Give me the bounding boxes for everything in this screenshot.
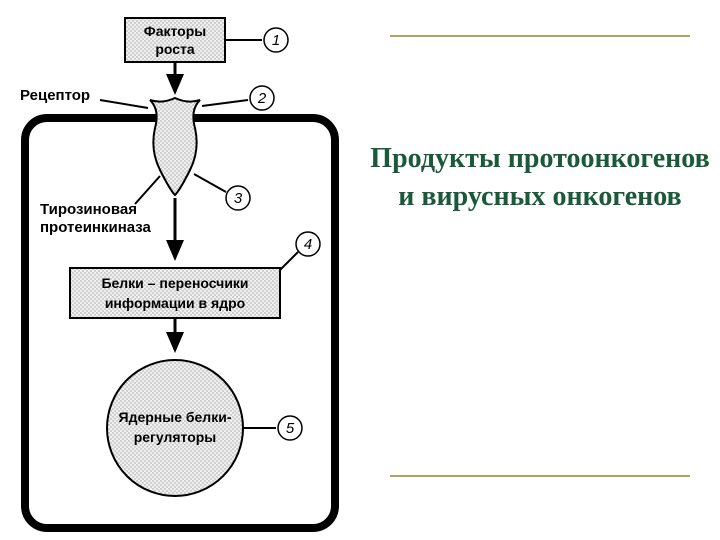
num-2: 2: [257, 90, 267, 107]
rule-bottom: [390, 475, 690, 477]
tyrosine-label-1: Тирозиновая: [40, 201, 137, 218]
rule-top: [390, 35, 690, 37]
tyrosine-leader: [135, 176, 160, 204]
receptor-label: Рецептор: [20, 87, 90, 104]
diagram-svg: Факторы роста 1 Рецептор 2 Тирозиновая п…: [0, 0, 360, 540]
diagram-area: Факторы роста 1 Рецептор 2 Тирозиновая п…: [0, 0, 360, 540]
tyrosine-label-2: протеинкиназа: [40, 219, 152, 236]
proteins-line2: информации в ядро: [105, 295, 245, 311]
connector-2: [202, 100, 248, 106]
page-title: Продукты протоонкогенов и вирусных онког…: [370, 140, 710, 216]
connector-3: [194, 174, 226, 192]
text-panel: Продукты протоонкогенов и вирусных онког…: [370, 0, 710, 540]
proteins-line1: Белки – переносчики: [101, 275, 248, 291]
nucleus-circle: [107, 360, 243, 496]
growth-line1: Факторы: [144, 23, 206, 39]
num-5: 5: [286, 420, 295, 437]
growth-line2: роста: [155, 41, 195, 57]
num-1: 1: [272, 32, 280, 49]
receptor-shape: [150, 98, 200, 195]
num-3: 3: [234, 190, 243, 207]
num-4: 4: [304, 236, 312, 253]
connector-4: [280, 252, 298, 270]
receptor-leader: [100, 100, 148, 108]
nuclear-line2: регуляторы: [134, 429, 217, 445]
nuclear-line1: Ядерные белки-: [119, 409, 232, 425]
